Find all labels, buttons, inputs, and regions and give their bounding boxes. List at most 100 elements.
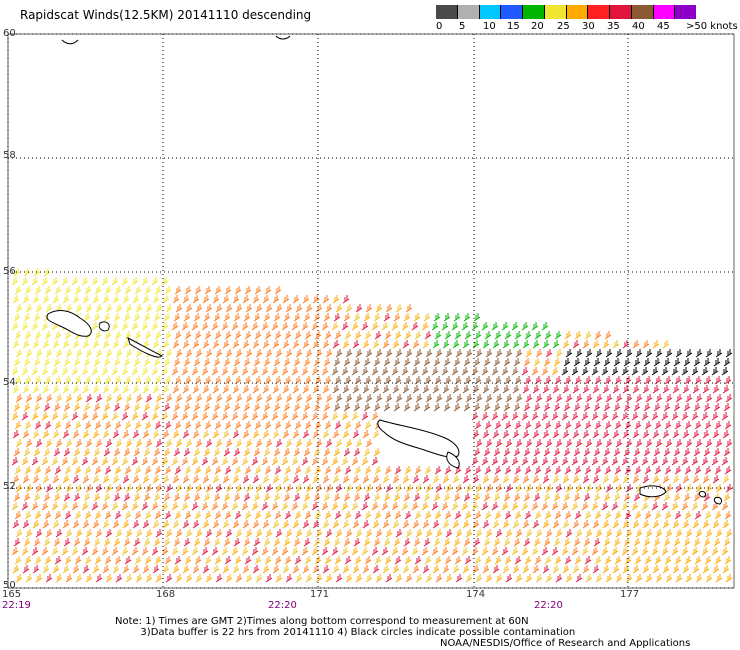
wind-barb <box>381 367 389 376</box>
wind-barb <box>541 367 549 376</box>
wind-barb <box>542 520 550 529</box>
wind-barb <box>42 340 50 349</box>
wind-barb <box>263 493 271 502</box>
wind-barb <box>85 439 93 448</box>
wind-barb <box>101 367 109 376</box>
wind-barb <box>74 421 82 430</box>
wind-barb <box>372 430 380 439</box>
wind-barb <box>552 475 560 484</box>
wind-barb <box>353 493 361 502</box>
wind-barb <box>414 511 422 520</box>
wind-barb <box>682 430 690 439</box>
wind-barb <box>265 574 273 583</box>
wind-barb <box>351 412 359 421</box>
wind-barb <box>194 556 202 565</box>
wind-barb <box>83 358 91 367</box>
wind-barb <box>275 439 283 448</box>
wind-barb <box>195 529 203 538</box>
wind-barb <box>562 340 570 349</box>
wind-barb <box>202 295 210 304</box>
wind-barb <box>705 349 713 358</box>
wind-barb <box>411 322 419 331</box>
wind-barb <box>134 556 142 565</box>
wind-barb <box>131 502 139 511</box>
wind-barb <box>93 403 101 412</box>
wind-barb <box>614 511 622 520</box>
wind-barb <box>193 403 201 412</box>
wind-barb <box>92 520 100 529</box>
wind-barb <box>242 385 250 394</box>
wind-barb <box>44 466 52 475</box>
wind-barb <box>384 331 392 340</box>
wind-barb <box>573 403 581 412</box>
wind-barb <box>462 565 470 574</box>
wind-barb <box>663 403 671 412</box>
wind-barb <box>343 313 351 322</box>
wind-barb <box>363 358 371 367</box>
wind-barb <box>665 529 673 538</box>
wind-barb <box>354 331 362 340</box>
wind-barb <box>692 520 700 529</box>
wind-barb <box>162 385 170 394</box>
wind-barb <box>335 574 343 583</box>
wind-barb <box>681 367 689 376</box>
wind-barb <box>364 376 372 385</box>
wind-barb <box>131 277 139 286</box>
wind-barb <box>474 556 482 565</box>
wind-barb <box>662 520 670 529</box>
wind-barb <box>32 430 40 439</box>
wind-barb <box>315 574 323 583</box>
wind-barb <box>293 403 301 412</box>
wind-barb <box>251 547 259 556</box>
wind-barb <box>331 502 339 511</box>
wind-barb <box>414 331 422 340</box>
wind-barb <box>123 538 131 547</box>
wind-barb <box>25 304 33 313</box>
wind-barb <box>385 529 393 538</box>
wind-barb <box>274 556 282 565</box>
wind-barb <box>594 421 602 430</box>
wind-barb <box>315 394 323 403</box>
wind-barb <box>723 538 731 547</box>
wind-barb <box>202 385 210 394</box>
wind-barb <box>433 358 441 367</box>
wind-barb <box>331 547 339 556</box>
wind-barb <box>342 340 350 349</box>
wind-barb <box>264 286 272 295</box>
wind-barb <box>545 439 553 448</box>
wind-barb <box>42 520 50 529</box>
wind-barb <box>475 574 483 583</box>
wind-barb <box>474 421 482 430</box>
wind-barb <box>304 331 312 340</box>
wind-barb <box>581 547 589 556</box>
wind-barb <box>111 412 119 421</box>
wind-barb <box>162 565 170 574</box>
wind-barb <box>405 304 413 313</box>
wind-barb <box>33 448 41 457</box>
wind-barb <box>583 448 591 457</box>
wind-barb <box>444 331 452 340</box>
wind-barb <box>515 349 523 358</box>
wind-barb <box>395 304 403 313</box>
wind-barb <box>125 394 133 403</box>
wind-barb <box>72 340 80 349</box>
wind-barb <box>594 466 602 475</box>
wind-barb <box>133 538 141 547</box>
wind-barb <box>154 421 162 430</box>
wind-barb <box>341 547 349 556</box>
wind-barb <box>312 565 320 574</box>
wind-barb <box>365 439 373 448</box>
wind-barb <box>713 358 721 367</box>
wind-barb <box>34 331 42 340</box>
wind-barb <box>62 385 70 394</box>
wind-barb <box>415 574 423 583</box>
wind-barb <box>721 502 729 511</box>
wind-barb <box>482 520 490 529</box>
wind-barb <box>11 457 19 466</box>
wind-barb <box>421 502 429 511</box>
wind-barb <box>82 385 90 394</box>
wind-barb <box>124 376 132 385</box>
wind-barb <box>582 475 590 484</box>
wind-barb <box>282 430 290 439</box>
wind-barb <box>705 574 713 583</box>
